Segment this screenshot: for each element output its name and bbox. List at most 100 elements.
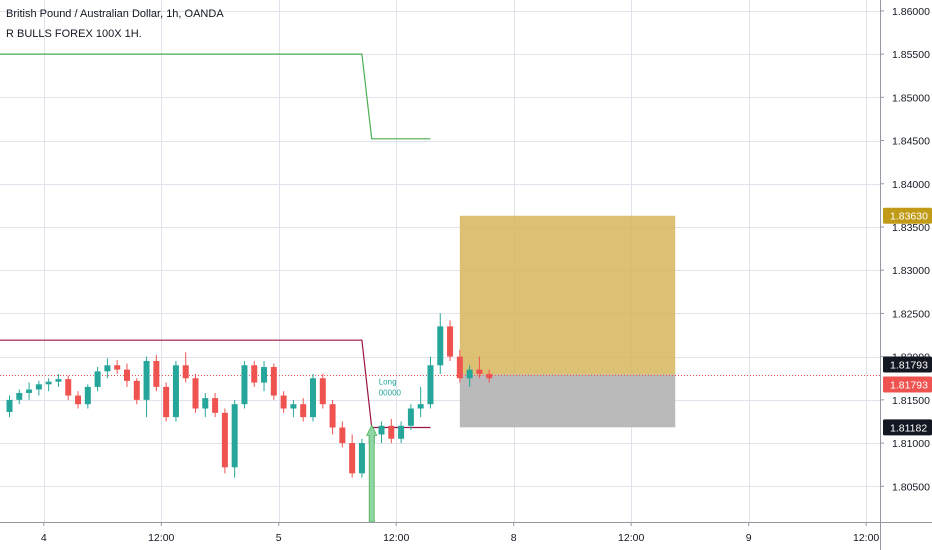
candle-body — [221, 412, 228, 468]
candle-body — [26, 389, 33, 393]
candle-body — [329, 404, 336, 428]
price-tick-label: 1.85000 — [892, 92, 930, 104]
long-entry-arrow-icon — [366, 424, 378, 523]
candle — [447, 320, 454, 361]
candle — [16, 389, 23, 405]
candle — [45, 378, 52, 392]
candle-body — [94, 371, 101, 387]
candle-body — [55, 379, 62, 382]
candle-body — [35, 384, 42, 390]
candle — [270, 363, 277, 400]
candle — [94, 367, 101, 392]
candle-body — [437, 326, 444, 366]
candle — [84, 384, 91, 409]
candle — [290, 399, 297, 418]
candle-body — [339, 427, 346, 444]
price-tag-label: 1.81793 — [890, 360, 928, 372]
time-tick-label: 12:00 — [853, 532, 879, 544]
candle-body — [280, 395, 287, 409]
axis-corner — [881, 523, 932, 550]
time-axis-background — [0, 522, 932, 550]
price-tag-label: 1.83630 — [890, 211, 928, 223]
candle — [35, 380, 42, 396]
candle — [153, 354, 160, 392]
price-tick-label: 1.84000 — [892, 179, 930, 191]
candle — [143, 356, 150, 418]
candle — [202, 392, 209, 418]
price-tag-background — [883, 419, 932, 436]
candle — [212, 392, 219, 418]
position-zones[interactable] — [459, 215, 676, 428]
candle-body — [202, 398, 209, 409]
candle-body — [241, 365, 248, 405]
candle — [358, 438, 365, 478]
time-tick-label: 8 — [511, 532, 517, 544]
candle — [163, 382, 170, 422]
candle — [329, 399, 336, 435]
position-sublabel-text: 00000 — [379, 389, 402, 398]
candle-body — [388, 425, 395, 439]
arrow-shape — [366, 424, 378, 523]
grid-lines — [0, 0, 880, 522]
candle-body — [16, 392, 23, 400]
price-tag-label: 1.81182 — [890, 422, 927, 434]
candle — [319, 373, 326, 409]
price-tick-label: 1.85500 — [892, 49, 930, 61]
candle — [75, 391, 82, 409]
price-tag-background — [883, 376, 932, 393]
candle-body — [290, 404, 297, 409]
price-tag: 1.81793 — [883, 376, 932, 393]
candle — [427, 356, 434, 409]
stop-zone — [459, 374, 676, 428]
candle-body — [427, 365, 434, 405]
candle-body — [104, 365, 111, 372]
price-tick-label: 1.86000 — [892, 6, 930, 18]
candle — [280, 391, 287, 413]
candle-body — [319, 378, 326, 405]
indicator-name: R BULLS FOREX 100X 1H. — [6, 28, 142, 40]
candle-body — [75, 395, 82, 405]
candle-body — [212, 398, 219, 413]
candle — [417, 386, 424, 418]
price-tick-label: 1.84500 — [892, 136, 930, 148]
price-tick-label: 1.82500 — [892, 308, 930, 320]
time-tick-label: 12:00 — [383, 532, 409, 544]
candle-body — [133, 380, 140, 400]
price-tick-label: 1.83500 — [892, 222, 930, 234]
candle-body — [398, 425, 405, 439]
candle-body — [192, 378, 199, 409]
candle-body — [407, 408, 414, 426]
position-label: Long 00000 — [379, 378, 402, 398]
candle — [6, 395, 13, 418]
price-tick-label: 1.81000 — [892, 438, 930, 450]
time-tick-label: 5 — [276, 532, 282, 544]
time-tick-label: 12:00 — [148, 532, 174, 544]
candle — [339, 421, 346, 448]
candle — [114, 360, 121, 374]
candle-body — [182, 365, 189, 379]
time-tick-label: 4 — [41, 532, 47, 544]
candle — [407, 404, 414, 431]
candle — [65, 375, 72, 400]
candle-body — [163, 386, 170, 418]
price-tag: 1.81182 — [883, 419, 932, 436]
candle — [398, 421, 405, 444]
candle — [123, 363, 130, 387]
price-tag-background — [883, 356, 932, 373]
candle-body — [456, 356, 463, 379]
candle — [182, 352, 189, 383]
candle — [388, 418, 395, 444]
target-zone — [459, 215, 676, 375]
candle — [476, 356, 483, 379]
price-tags: 1.83630 1.81793 1.81793 1.81182 — [883, 207, 932, 436]
candle — [251, 360, 258, 387]
candle — [172, 360, 179, 422]
price-axis-background — [880, 0, 932, 550]
candle-body — [378, 425, 385, 435]
candle-body — [84, 386, 91, 405]
candle-body — [349, 443, 356, 474]
candle — [261, 360, 268, 392]
price-tag: 1.81793 — [883, 356, 932, 373]
